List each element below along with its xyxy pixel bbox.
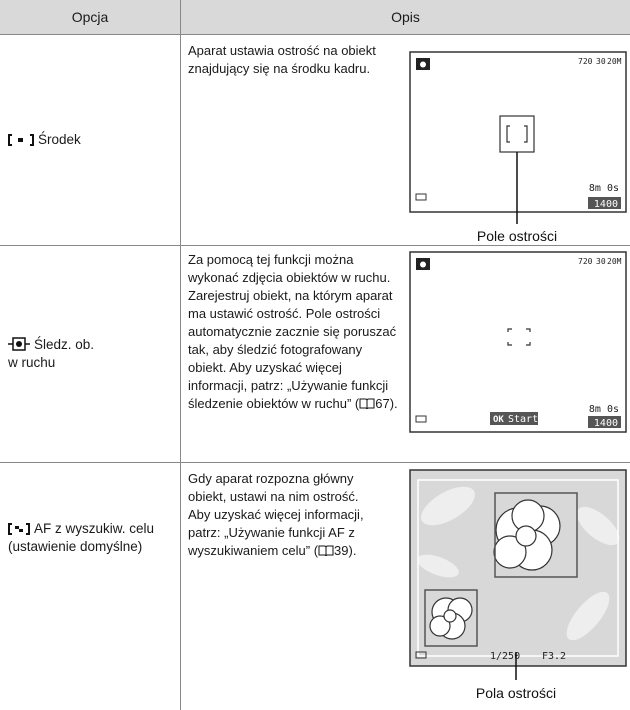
option-cell: AF z wyszukiw. celu (ustawienie domyślne… (0, 463, 180, 613)
callout: Pola ostrości (476, 685, 556, 701)
icon (8, 134, 34, 146)
page-ref: 39). (334, 543, 357, 558)
description-text: Aby uzyskać więcej informacji, patrz: „U… (188, 507, 364, 558)
screen-icon: 20M (607, 57, 622, 66)
description-text: Za pomocą tej funkcji można wykonać zdję… (188, 252, 397, 411)
description: Gdy aparat rozpozna główny obiekt, ustaw… (188, 471, 359, 504)
description: Za pomocą tej funkcji można wykonać zdję… (188, 251, 625, 413)
option-cell: Śledz. ob. w ruchu (0, 246, 180, 462)
callout: Pole ostrości (477, 228, 557, 244)
description: Aparat ustawia ostrość na obiekt znajduj… (188, 43, 376, 76)
description-cell: Aparat ustawia ostrość na obiekt znajduj… (188, 42, 625, 192)
option-text: Śledz. ob. (34, 337, 95, 352)
option-text: w ruchu (8, 355, 56, 370)
icon (8, 523, 30, 535)
book-icon (318, 545, 334, 557)
aperture: F3.2 (542, 651, 566, 662)
header-option: Opcja (0, 0, 180, 34)
option-text: Środek (38, 132, 81, 147)
icon (8, 337, 30, 351)
camera-screen: 1/250 F3.2 Pola ostrości (409, 469, 627, 701)
shots: 1400 (594, 418, 618, 429)
option-cell: Środek (0, 35, 180, 245)
camera-screen: 720 30 20M 8m 0s 1400 Pole ostrości (409, 51, 627, 244)
row-divider (0, 34, 630, 35)
screen-icon: 720 (578, 57, 593, 66)
header-description: Opis (181, 0, 630, 34)
row-divider (0, 462, 630, 463)
screen-icon: 30 (596, 57, 606, 66)
description-cell: Za pomocą tej funkcji można wykonać zdję… (188, 251, 625, 433)
camera-screen: 720 30 20M OK Start 8m 0s 1400 (409, 251, 627, 433)
screen-icon: 20M (607, 257, 622, 266)
row-divider (0, 245, 630, 246)
description: Aby uzyskać więcej informacji, patrz: „U… (188, 506, 625, 560)
page-ref: 67). (375, 396, 398, 411)
start-label: Start (508, 414, 538, 425)
book-icon (359, 398, 375, 410)
column-divider (180, 0, 181, 710)
screen-icon: 30 (596, 257, 606, 266)
remaining-time: 8m 0s (589, 183, 619, 194)
option-text: AF z wyszukiw. celu (ustawienie domyślne… (8, 521, 155, 554)
shutter-speed: 1/250 (490, 651, 520, 662)
remaining-time: 8m 0s (589, 404, 619, 415)
ok-badge: OK (493, 415, 504, 425)
description-cell: Gdy aparat rozpozna główny obiekt, ustaw… (188, 470, 625, 700)
screen-icon: 720 (578, 257, 593, 266)
shots: 1400 (594, 199, 618, 210)
